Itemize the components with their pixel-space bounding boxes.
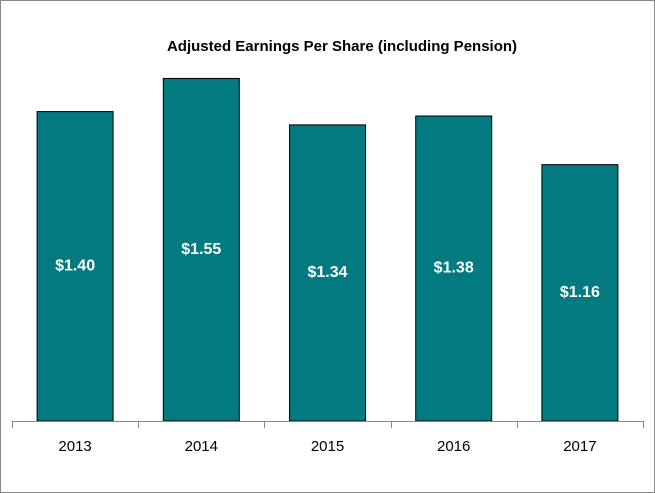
bar bbox=[415, 115, 493, 422]
bar bbox=[289, 124, 366, 422]
bar bbox=[36, 111, 114, 422]
x-tick-label: 2013 bbox=[58, 438, 91, 455]
bar bbox=[541, 164, 619, 422]
value-label: $1.38 bbox=[434, 260, 474, 277]
bar bbox=[162, 77, 240, 422]
value-label: $1.16 bbox=[560, 284, 600, 301]
chart-title: Adjusted Earnings Per Share (including P… bbox=[167, 38, 517, 55]
x-tick-label: 2014 bbox=[185, 438, 218, 455]
x-tick-label: 2015 bbox=[311, 438, 344, 455]
value-label: $1.34 bbox=[307, 264, 347, 281]
x-tick-label: 2017 bbox=[563, 438, 596, 455]
x-tick-label: 2016 bbox=[437, 438, 470, 455]
value-label: $1.55 bbox=[181, 241, 221, 258]
value-label: $1.40 bbox=[55, 258, 95, 275]
